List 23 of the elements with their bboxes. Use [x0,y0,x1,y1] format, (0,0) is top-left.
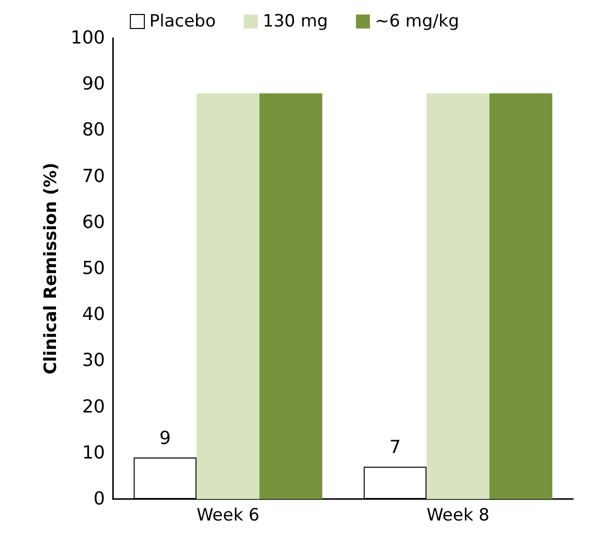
y-tick-label: 90 [82,74,105,95]
y-tick-label: 30 [82,350,105,372]
y-tick-label: 10 [82,442,105,464]
y-tick-label: 80 [82,120,105,141]
legend-label: Placebo [149,12,216,32]
legend-label: 130 mg [262,12,328,32]
x-tick-label: Week 8 [426,506,490,526]
data-label: 7 [389,437,401,458]
y-tick-label: 100 [70,28,105,48]
y-tick-label: 20 [82,396,105,418]
bar [196,93,260,499]
bar [426,93,490,499]
bar [489,93,552,499]
y-tick-label: 40 [82,304,105,326]
x-tick-label: Week 6 [196,506,260,526]
y-tick-label: 50 [82,258,105,279]
legend-label: ~6 mg/kg [374,12,460,32]
y-tick-label: 70 [82,166,105,187]
y-tick-label: 0 [94,488,105,510]
bar [259,93,322,499]
y-axis-title: Clinical Remission (%) [41,162,62,374]
y-tick-label: 60 [82,212,105,233]
data-label: 9 [159,428,171,450]
